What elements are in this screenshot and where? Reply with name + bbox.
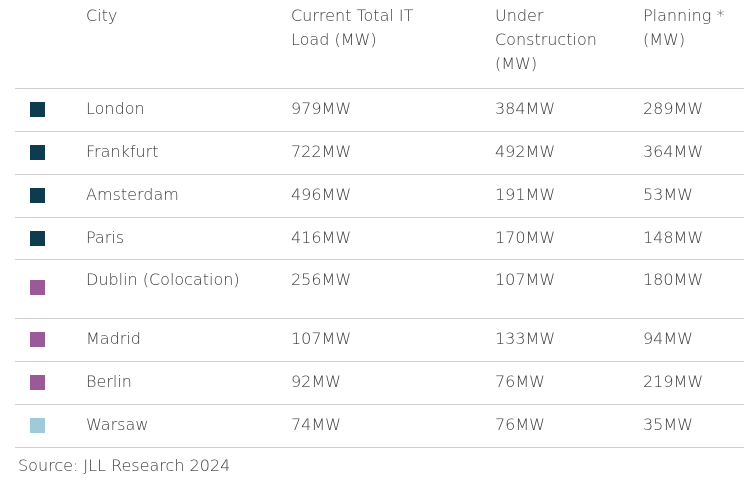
value-cell: 76MW [495,415,545,434]
column-header: Current Total IT Load (MW) [291,6,414,49]
color-swatch [30,418,45,433]
color-swatch [30,231,45,246]
city-name: London [86,99,145,118]
value-cell: 416MW [291,228,352,247]
value-cell: 979MW [291,99,352,118]
color-swatch [30,145,45,160]
value-cell: 148MW [643,228,704,247]
row-divider [15,318,744,319]
value-cell: 170MW [495,228,556,247]
value-cell: 191MW [495,185,556,204]
value-cell: 94MW [643,329,693,348]
value-cell: 219MW [643,372,704,391]
color-swatch [30,375,45,390]
value-cell: 133MW [495,329,556,348]
value-cell: 107MW [495,270,556,289]
row-divider [15,404,744,405]
value-cell: 384MW [495,99,556,118]
city-name: Frankfurt [86,142,159,161]
value-cell: 364MW [643,142,704,161]
value-cell: 180MW [643,270,704,289]
row-divider [15,131,744,132]
color-swatch [30,188,45,203]
color-swatch [30,102,45,117]
source-note: Source: JLL Research 2024 [18,456,231,475]
value-cell: 492MW [495,142,556,161]
value-cell: 496MW [291,185,352,204]
value-cell: 107MW [291,329,352,348]
city-name: Madrid [86,329,141,348]
row-divider [15,361,744,362]
value-cell: 256MW [291,270,352,289]
row-divider [15,88,744,89]
color-swatch [30,332,45,347]
row-divider [15,174,744,175]
row-divider [15,217,744,218]
value-cell: 92MW [291,372,341,391]
value-cell: 722MW [291,142,352,161]
city-name: Amsterdam [86,185,179,204]
value-cell: 76MW [495,372,545,391]
color-swatch [30,280,45,295]
column-header: Under Construction (MW) [495,6,597,73]
row-divider [15,259,744,260]
city-name: Berlin [86,372,132,391]
column-header: Planning * (MW) [643,6,725,49]
value-cell: 53MW [643,185,693,204]
column-header: City [86,6,118,25]
city-name: Paris [86,228,125,247]
city-name: Dublin (Colocation) [86,270,240,289]
row-divider [15,447,744,448]
city-name: Warsaw [86,415,149,434]
value-cell: 74MW [291,415,341,434]
value-cell: 289MW [643,99,704,118]
value-cell: 35MW [643,415,693,434]
